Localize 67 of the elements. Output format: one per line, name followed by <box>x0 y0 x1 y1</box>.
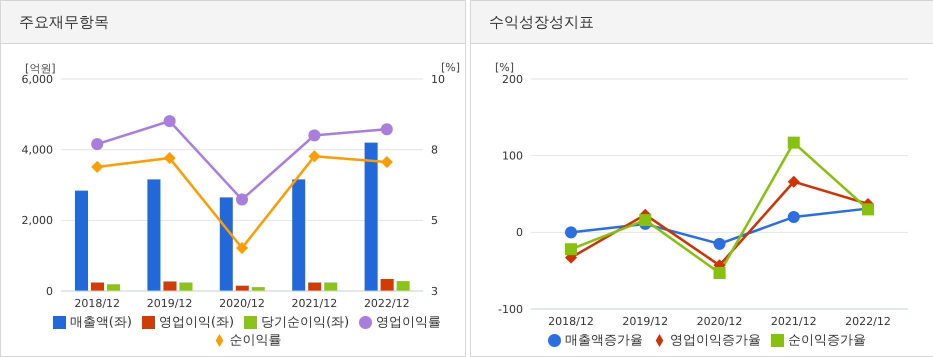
x-tick-label: 2020/12 <box>696 314 742 328</box>
bar <box>380 278 394 291</box>
point <box>236 242 248 254</box>
x-tick-label: 2020/12 <box>219 296 265 310</box>
x-tick-label: 2019/12 <box>622 314 668 328</box>
bar <box>75 190 88 291</box>
bar <box>220 197 233 291</box>
bar <box>163 281 176 291</box>
point <box>380 156 393 168</box>
y-tick-label: 200 <box>502 72 523 86</box>
bar <box>324 282 338 291</box>
x-tick-label: 2018/12 <box>74 296 120 310</box>
bar <box>292 179 306 291</box>
chart-title: 수익성장성지표 <box>471 1 933 44</box>
legend-label: 순이익증가율 <box>788 333 866 348</box>
bar <box>396 281 410 291</box>
point <box>236 194 248 206</box>
point <box>714 238 726 250</box>
y2-tick-label: 10 <box>431 72 445 86</box>
y-tick-label: 100 <box>502 150 523 163</box>
point <box>91 160 104 173</box>
x-tick-label: 2022/12 <box>364 296 410 310</box>
y-tick-label: 4,000 <box>22 144 53 157</box>
y2-tick-label: 8 <box>431 144 438 157</box>
y-tick-label: 2,000 <box>22 214 53 228</box>
point <box>308 129 320 142</box>
bar <box>236 286 249 291</box>
y-axis-title: [억원] <box>25 61 56 75</box>
y-tick-label: 0 <box>46 284 53 298</box>
legend-label: 영업이익증가율 <box>670 333 761 348</box>
point <box>639 214 652 226</box>
point <box>788 176 800 188</box>
bar <box>364 142 378 291</box>
y2-axis-title: [%] <box>441 61 460 74</box>
legend-label: 매출액(좌) <box>70 315 132 330</box>
y2-tick-label: 3 <box>431 284 438 298</box>
x-tick-label: 2021/12 <box>770 314 817 328</box>
point <box>714 266 726 279</box>
point <box>565 243 577 256</box>
point <box>308 150 320 162</box>
x-tick-label: 2021/12 <box>292 296 338 310</box>
point <box>91 138 104 150</box>
bar <box>252 287 265 291</box>
point <box>164 152 176 164</box>
y-axis-title: [%] <box>495 61 514 74</box>
bar <box>308 282 322 291</box>
legend-label: 매출액증가율 <box>565 333 643 348</box>
legend-label: 순이익률 <box>230 333 282 348</box>
legend-label: 당기순이익(좌) <box>261 315 350 330</box>
point <box>380 123 393 136</box>
bar <box>91 282 104 291</box>
bar <box>179 282 192 291</box>
x-tick-label: 2018/12 <box>548 314 594 328</box>
point <box>565 226 577 238</box>
bar <box>147 179 160 291</box>
point <box>788 136 800 149</box>
y-tick-label: 0 <box>516 226 523 240</box>
x-tick-label: 2022/12 <box>845 314 891 328</box>
legend-label: 영업이익률 <box>376 315 442 330</box>
point <box>164 115 176 128</box>
y-tick-label: 6,000 <box>22 72 53 86</box>
x-tick-label: 2019/12 <box>146 296 192 310</box>
chart-title: 주요재무항목 <box>1 1 465 44</box>
legend-label: 영업이익(좌) <box>158 315 234 330</box>
y2-tick-label: 5 <box>431 214 438 228</box>
point <box>788 211 800 223</box>
y-tick-label: -100 <box>498 302 523 316</box>
